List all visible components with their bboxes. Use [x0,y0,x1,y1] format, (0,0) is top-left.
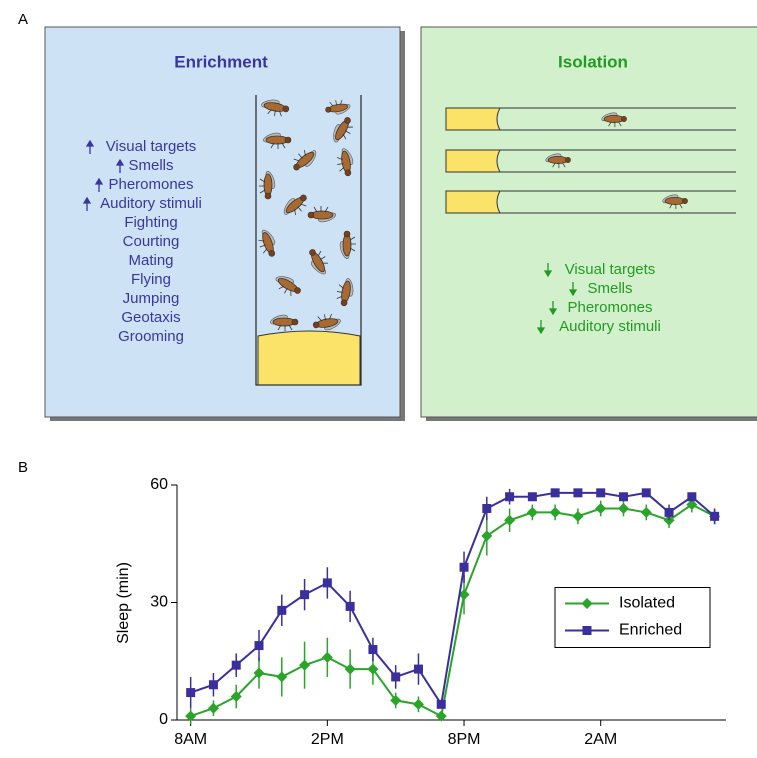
data-point [596,488,605,497]
data-point [665,508,674,517]
list-item: Smells [587,280,632,297]
data-point [618,503,629,514]
list-item: Pheromones [108,176,193,193]
data-point [277,606,286,615]
data-point [414,665,423,674]
list-item: Auditory stimuli [559,318,661,335]
data-point [345,664,356,675]
data-point [208,703,219,714]
data-point [460,563,469,572]
data-point [232,661,241,670]
data-point [551,488,560,497]
list-item: Geotaxis [121,309,180,326]
list-item: Fighting [124,214,177,231]
list-item: Visual targets [565,261,656,278]
data-point [186,688,195,697]
figure: A Enrichment Visual targets Smells Pheromo… [0,0,757,758]
data-point [482,504,491,513]
data-point [391,672,400,681]
y-tick-label: 60 [150,476,168,493]
data-point [641,507,652,518]
data-point [368,645,377,654]
enrichment-title: Enrichment [174,52,268,71]
y-tick-label: 0 [159,711,168,728]
data-point [595,503,606,514]
data-point [687,492,696,501]
panel-label: A [18,11,28,28]
list-item: Smells [128,157,173,174]
data-point [572,511,583,522]
list-item: Jumping [123,290,180,307]
isolation-box [421,27,757,417]
legend-label: Isolated [619,595,675,612]
data-point [573,488,582,497]
data-point [528,492,537,501]
data-point [255,641,264,650]
data-point [209,680,218,689]
data-point [346,602,355,611]
list-item: Mating [128,252,173,269]
list-item: Courting [123,233,180,250]
data-point [323,578,332,587]
isolation-title: Isolation [558,52,628,71]
legend-marker [583,626,592,635]
data-point [300,590,309,599]
data-point [413,699,424,710]
data-point [710,512,719,521]
data-point [505,492,514,501]
y-tick-label: 30 [150,594,168,611]
list-item: Grooming [118,328,184,345]
data-point [527,507,538,518]
legend-label: Enriched [619,622,682,639]
x-tick-label: 8AM [174,731,207,748]
x-tick-label: 8PM [448,731,481,748]
data-point [642,488,651,497]
list-item: Flying [131,271,171,288]
data-point [322,652,333,663]
data-point [299,660,310,671]
data-point [550,507,561,518]
list-item: Pheromones [567,299,652,316]
data-point [276,671,287,682]
x-tick-label: 2PM [311,731,344,748]
list-item: Visual targets [106,138,197,155]
panel-label: B [18,459,28,476]
data-point [437,700,446,709]
list-item: Auditory stimuli [100,195,202,212]
plot: 0 30 60 8AM 2PM 8PM 2AM Isolated Enriched [150,476,726,748]
x-tick-label: 2AM [584,731,617,748]
y-axis-label: Sleep (min) [115,562,132,644]
data-point [619,492,628,501]
